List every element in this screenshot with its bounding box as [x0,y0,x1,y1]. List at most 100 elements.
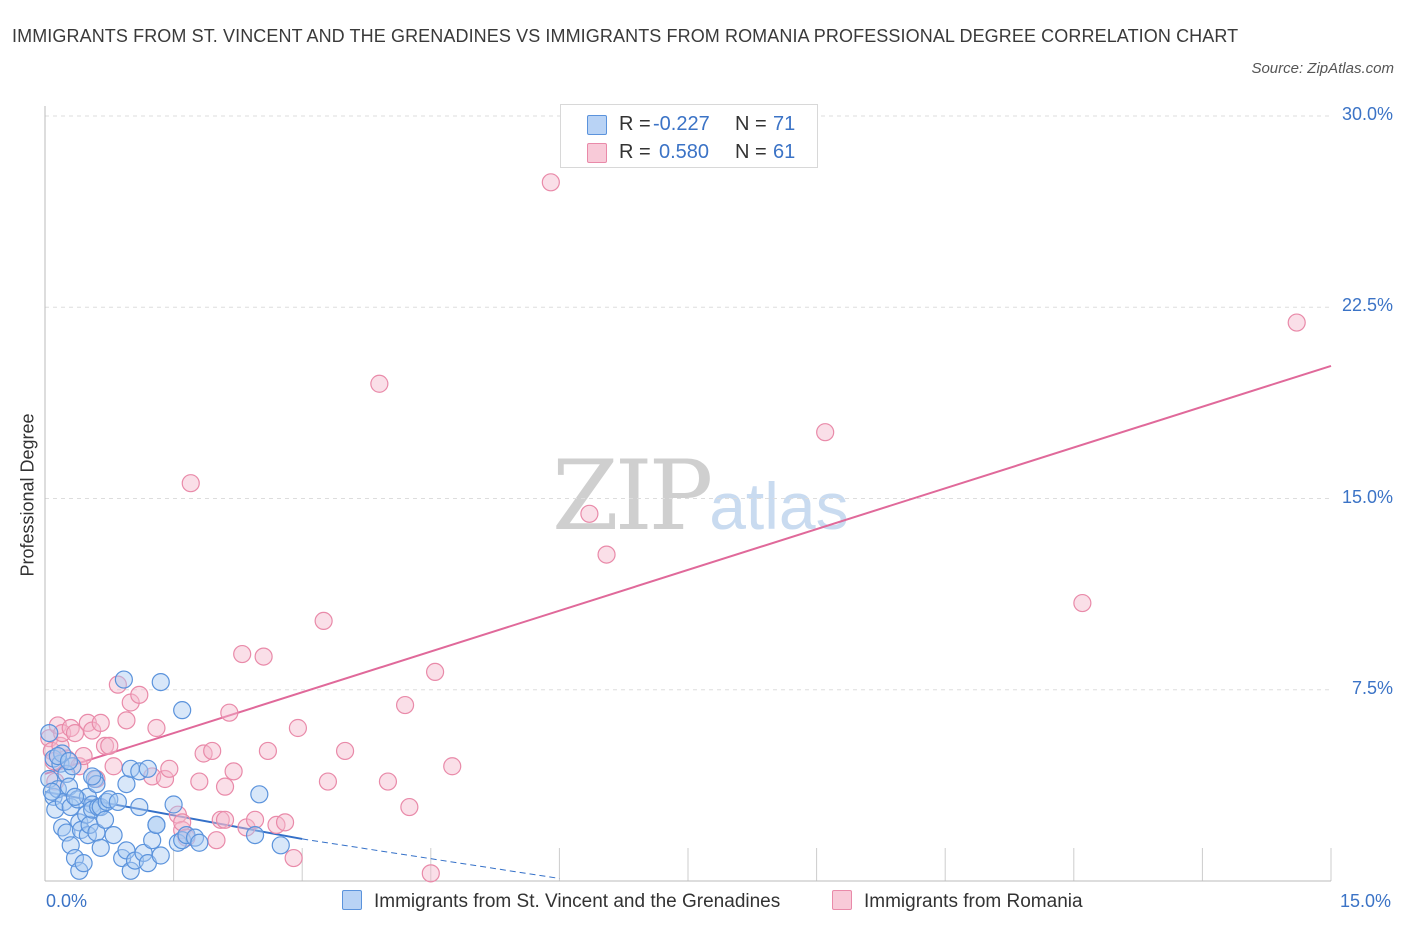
y-tick-label: 15.0% [1341,486,1393,507]
data-point-st-vincent [143,831,162,850]
data-point-romania [258,741,278,761]
data-point-romania [816,423,835,442]
data-point-romania [207,831,226,850]
data-point-romania [314,611,333,631]
legend-n-value: 61 [773,141,796,163]
data-points [40,173,1306,883]
legend-r-label: R = [619,113,651,135]
bottom-legend-blue: Immigrants from St. Vincent and the Gren… [342,889,780,915]
correlation-legend: R = -0.227 N = 71 R = 0.580 N = 61 [560,104,818,168]
data-point-romania [254,647,273,666]
bottom-legend-swatch-blue [342,890,362,910]
data-point-romania [1073,593,1092,613]
data-point-st-vincent [74,854,93,873]
legend-r-value: -0.227 [653,113,710,135]
data-point-st-vincent [130,797,149,817]
data-point-st-vincent [63,757,82,776]
data-point-st-vincent [59,777,79,796]
data-point-romania [284,848,303,868]
data-point-st-vincent [245,825,265,845]
data-point-romania [580,504,599,523]
y-tick-label: 22.5% [1341,295,1393,316]
data-point-romania [400,797,419,817]
data-point-romania [378,772,398,791]
data-point-romania [104,757,123,776]
data-point-romania [155,769,175,789]
data-point-romania [215,810,235,829]
bottom-legend-label-blue: Immigrants from St. Vincent and the Gren… [374,891,781,912]
data-point-romania [443,757,462,776]
data-point-st-vincent [173,701,192,720]
data-point-romania [211,810,230,829]
data-point-st-vincent [151,846,170,865]
legend-n-label: N = [735,113,767,135]
data-point-st-vincent [117,774,136,794]
data-point-romania [288,718,308,738]
chart-title: IMMIGRANTS FROM ST. VINCENT AND THE GREN… [12,26,1239,46]
data-point-st-vincent [147,815,166,835]
data-point-st-vincent [91,838,110,857]
trend-line-st-vincent [44,790,303,840]
data-point-romania [160,759,179,778]
data-point-romania [130,685,149,704]
legend-n-label: N = [735,141,767,163]
data-point-romania [117,711,136,730]
legend-n-value: 71 [773,113,796,135]
data-point-romania [233,644,252,664]
data-point-romania [541,173,560,192]
data-point-st-vincent [151,672,170,692]
x-tick-min: 0.0% [46,891,88,911]
legend-r-value: 0.580 [659,141,710,163]
data-point-st-vincent [48,746,67,766]
data-point-st-vincent [164,795,183,814]
data-point-romania [95,736,115,755]
data-point-romania [395,695,415,715]
data-point-st-vincent [40,723,59,743]
y-tick-label: 30.0% [1341,104,1393,124]
trend-line-romania [44,364,1332,775]
data-point-st-vincent [95,810,115,829]
data-point-romania [318,772,338,791]
data-point-romania [421,864,440,883]
bottom-legend-pink: Immigrants from Romania [832,889,1083,915]
data-point-romania [597,545,616,564]
data-point-st-vincent [42,782,61,801]
data-point-romania [335,741,355,761]
bottom-legend-label-pink: Immigrants from Romania [864,891,1083,912]
data-point-romania [425,662,445,682]
data-point-st-vincent [271,836,290,855]
data-point-st-vincent [108,792,127,812]
data-point-st-vincent [138,759,157,778]
data-point-st-vincent [83,767,102,786]
data-point-romania [100,736,119,755]
data-point-st-vincent [114,670,133,689]
data-point-st-vincent [65,787,85,806]
data-point-romania [224,762,243,781]
data-point-st-vincent [61,797,80,817]
x-tick-max: 15.0% [1340,891,1392,911]
y-axis-label: Professional Degree [17,413,38,577]
trend-line-st-vincent-extension [302,838,560,879]
data-point-romania [53,723,72,743]
data-point-romania [91,713,110,733]
data-point-romania [181,474,200,493]
trend-lines [44,364,1332,879]
bottom-legend-swatch-pink [832,890,852,910]
data-point-romania [190,772,209,791]
axes [44,106,1332,882]
data-point-romania [108,675,127,694]
data-point-st-vincent [104,825,123,845]
gridlines [45,115,1331,691]
legend-r-label: R = [619,141,651,163]
legend-swatch-blue [587,115,607,135]
data-point-romania [370,374,389,393]
data-point-romania [203,741,222,761]
y-tick-label: 7.5% [1351,677,1393,698]
data-point-st-vincent [250,785,269,804]
legend-swatch-pink [587,143,607,163]
data-point-st-vincent [59,752,79,771]
data-point-romania [147,718,166,738]
data-point-romania [215,777,235,796]
data-point-romania [245,810,265,829]
